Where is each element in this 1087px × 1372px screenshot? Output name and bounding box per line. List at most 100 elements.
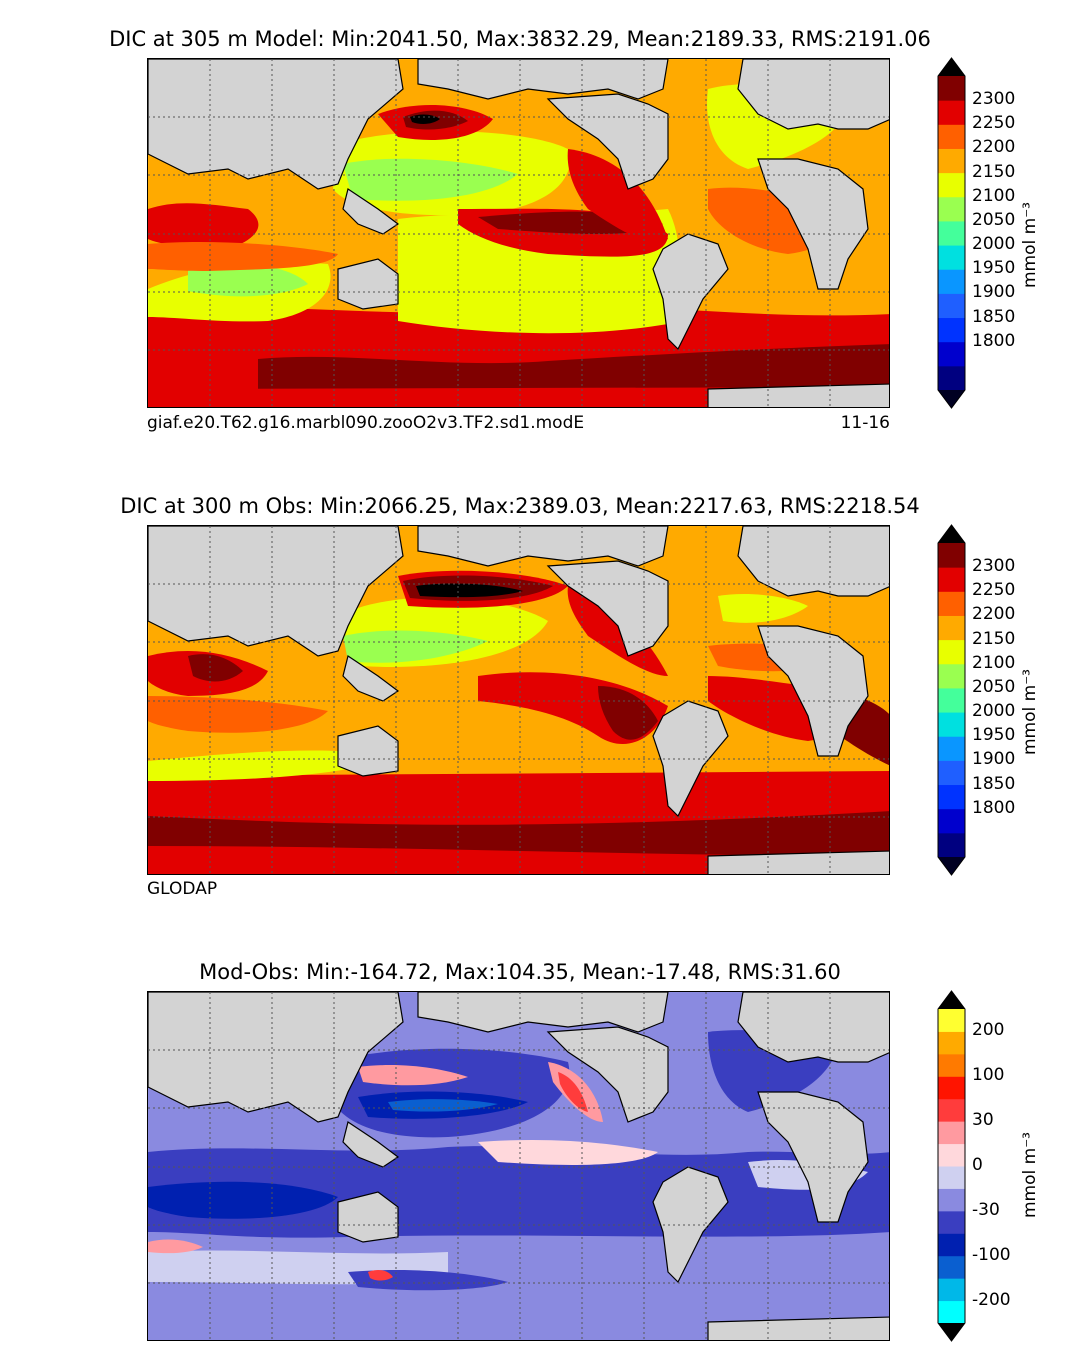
colorbar-tick-label: 1800	[972, 330, 1016, 351]
colorbar-segment	[938, 293, 965, 319]
colorbar-segment	[938, 1076, 965, 1100]
graticule	[148, 59, 889, 407]
colorbar-segment	[938, 1098, 965, 1122]
colorbar-segment	[938, 1278, 965, 1302]
colorbar-segment	[938, 1031, 965, 1055]
map-diff-dic	[147, 991, 890, 1341]
panel-title: DIC at 305 m Model: Min:2041.50, Max:383…	[109, 27, 931, 51]
graticule	[148, 992, 889, 1340]
contour-region	[567, 586, 668, 676]
colorbar-extend-top	[938, 525, 965, 543]
contour-region	[558, 1072, 588, 1112]
map-model-dic	[147, 58, 890, 408]
colorbar-tick-label: 200	[972, 1020, 1005, 1041]
colorbar-segment	[938, 148, 965, 174]
colorbar-extend-top	[938, 991, 965, 1009]
colorbar-segment	[938, 736, 965, 761]
colorbar-svg	[937, 524, 966, 876]
panel-title: Mod-Obs: Min:-164.72, Max:104.35, Mean:-…	[199, 960, 841, 984]
colorbar-outline	[937, 57, 966, 409]
map-svg	[148, 526, 889, 874]
contour-region	[148, 1239, 203, 1254]
colorbar-tick-label: 1900	[972, 749, 1016, 770]
colorbar-segment	[938, 808, 965, 834]
experiment-caption: giaf.e20.T62.g16.marbl090.zooO2v3.TF2.sd…	[147, 413, 585, 433]
contour-region	[148, 696, 328, 733]
contour-region	[478, 1140, 658, 1165]
contour-region	[188, 654, 243, 682]
contour-region	[188, 264, 308, 297]
colorbar-tick-label: 2250	[972, 113, 1016, 134]
map-svg	[148, 59, 889, 407]
colorbar-extend-top	[938, 58, 965, 76]
colorbar-segment	[938, 1233, 965, 1257]
colorbar-segment	[938, 220, 965, 246]
contour-region	[148, 750, 398, 781]
graticule	[148, 526, 889, 874]
colorbar-tick-label: 2050	[972, 676, 1016, 697]
colorbar-tick-label: 2250	[972, 580, 1016, 601]
colorbar-label: mmol m⁻³	[1020, 202, 1040, 288]
panel-title: DIC at 300 m Obs: Min:2066.25, Max:2389.…	[120, 494, 920, 518]
colorbar-tick-label: 1950	[972, 725, 1016, 746]
colorbar-segment	[938, 712, 965, 737]
colorbar-tick-label: 2300	[972, 556, 1016, 577]
colorbar	[937, 524, 966, 876]
colorbar-label: mmol m⁻³	[1020, 1132, 1040, 1218]
colorbar-segment	[938, 341, 965, 367]
colorbar	[937, 57, 966, 409]
colorbar-segment	[938, 1188, 965, 1212]
land	[148, 526, 889, 874]
colorbar-segment	[938, 1255, 965, 1279]
colorbar-svg	[937, 990, 966, 1342]
colorbar-segment	[938, 196, 965, 222]
contour-region	[343, 158, 518, 201]
colorbar-svg	[937, 57, 966, 409]
colorbar-segment	[938, 784, 965, 810]
colorbar-extend-bottom	[938, 1323, 965, 1341]
colorbar-segment	[938, 591, 965, 616]
contour-region	[567, 149, 668, 242]
colorbar-outline	[937, 524, 966, 876]
colorbar-tick-label: -30	[972, 1199, 1000, 1220]
colorbar-tick-label: 100	[972, 1065, 1005, 1086]
colorbar-segment	[938, 1121, 965, 1145]
colorbar-segment	[938, 567, 965, 592]
colorbar-extend-bottom	[938, 390, 965, 408]
colorbar-segment	[938, 1143, 965, 1167]
date-caption: 11-16	[840, 413, 890, 433]
colorbar-segment	[938, 124, 965, 149]
colorbar-segment	[938, 1009, 965, 1032]
contour-region	[148, 1181, 338, 1219]
colorbar-tick-label: 2200	[972, 137, 1016, 158]
land	[148, 59, 889, 407]
contour-region	[148, 1281, 889, 1340]
contour-region	[416, 583, 523, 598]
colorbar-segment	[938, 832, 965, 858]
colorbar-extend-bottom	[938, 857, 965, 875]
colorbar-tick-label: -200	[972, 1289, 1011, 1310]
colorbar-segment	[938, 1210, 965, 1234]
colorbar-tick-label: 2150	[972, 628, 1016, 649]
colorbar-tick-label: 2300	[972, 89, 1016, 110]
contour-region	[148, 387, 889, 407]
land	[148, 992, 889, 1340]
colorbar-segment	[938, 543, 965, 568]
contour-region	[598, 686, 658, 740]
colorbar	[937, 990, 966, 1342]
contour-region	[358, 1065, 468, 1086]
colorbar-tick-label: 1800	[972, 797, 1016, 818]
colorbar-label: mmol m⁻³	[1020, 669, 1040, 755]
colorbar-segment	[938, 172, 965, 198]
colorbar-tick-label: 1950	[972, 258, 1016, 279]
colorbar-tick-label: 2150	[972, 161, 1016, 182]
colorbar-tick-label: 1900	[972, 282, 1016, 303]
dataset-caption: GLODAP	[147, 879, 218, 899]
colorbar-segment	[938, 245, 965, 270]
contour-region	[148, 811, 889, 856]
colorbar-segment	[938, 365, 965, 391]
contour-region	[718, 594, 808, 623]
map-svg	[148, 992, 889, 1340]
colorbar-tick-label: 2200	[972, 604, 1016, 625]
colorbar-tick-label: 2100	[972, 652, 1016, 673]
